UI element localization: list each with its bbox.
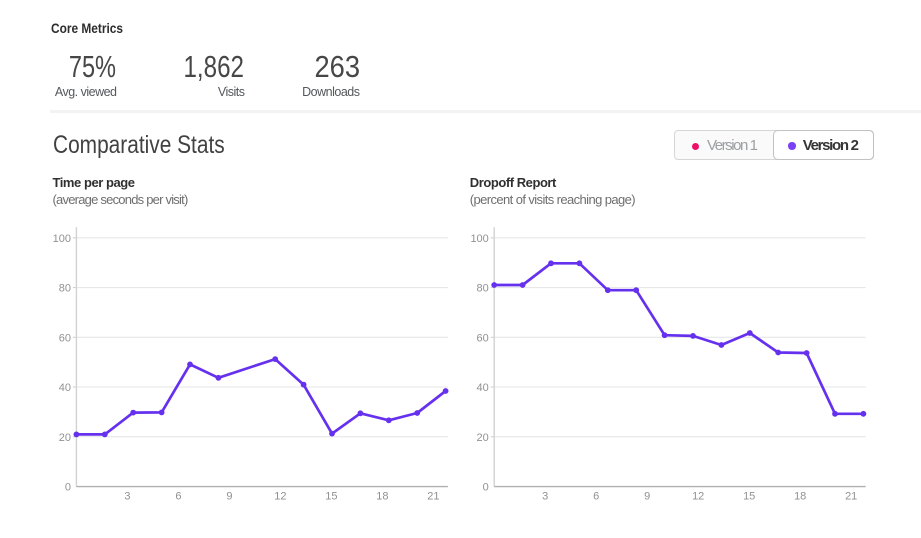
svg-text:60: 60 [477,332,489,344]
svg-text:40: 40 [477,382,489,394]
svg-text:60: 60 [59,332,71,344]
svg-text:9: 9 [226,490,232,502]
svg-text:12: 12 [274,490,286,502]
svg-text:12: 12 [692,490,704,502]
svg-text:20: 20 [59,432,71,444]
svg-text:18: 18 [376,490,388,502]
svg-text:18: 18 [794,490,806,502]
svg-text:0: 0 [483,481,489,493]
svg-text:6: 6 [175,490,181,502]
svg-text:100: 100 [53,233,71,245]
svg-text:20: 20 [477,432,489,444]
svg-text:9: 9 [644,490,650,502]
svg-text:15: 15 [325,490,337,502]
svg-text:80: 80 [59,283,71,295]
svg-text:21: 21 [845,490,857,502]
svg-text:3: 3 [542,490,548,502]
svg-text:15: 15 [743,490,755,502]
svg-text:80: 80 [477,283,489,295]
svg-text:6: 6 [593,490,599,502]
svg-text:100: 100 [470,233,488,245]
svg-text:0: 0 [65,481,71,493]
svg-text:40: 40 [59,382,71,394]
svg-text:21: 21 [427,490,439,502]
svg-text:3: 3 [124,490,130,502]
